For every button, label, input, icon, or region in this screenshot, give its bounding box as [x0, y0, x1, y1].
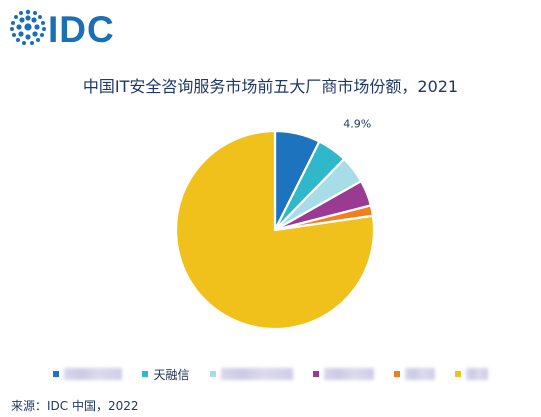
legend-label: 天融信	[153, 367, 190, 382]
legend-swatch	[454, 371, 461, 377]
pie-slice-6	[174, 129, 376, 331]
legend-label	[465, 368, 488, 380]
legend-item-2: 天融信	[142, 366, 190, 383]
legend-swatch	[393, 371, 400, 377]
legend-swatch	[312, 371, 319, 377]
legend-item-1	[53, 368, 123, 380]
chart-title: 中国IT安全咨询服务市场前五大厂商市场份额，2021	[82, 77, 459, 96]
legend-item-6	[454, 368, 488, 380]
source-note: 来源：IDC 中国，2022	[11, 399, 139, 413]
legend-item-3	[209, 368, 293, 380]
idc-logo: IDC	[8, 8, 138, 50]
legend-item-5	[393, 368, 435, 380]
legend-label	[404, 368, 435, 380]
logo-text: IDC	[48, 9, 115, 50]
chart-legend: 天融信	[0, 366, 541, 382]
legend-item-4	[312, 368, 374, 380]
legend-swatch	[142, 371, 149, 377]
legend-swatch	[209, 371, 216, 377]
legend-swatch	[53, 371, 60, 377]
legend-label	[323, 368, 374, 380]
slice-data-label-2: 4.9%	[343, 117, 371, 130]
legend-label	[64, 368, 123, 380]
globe-icon	[10, 9, 46, 45]
legend-label	[220, 368, 293, 380]
